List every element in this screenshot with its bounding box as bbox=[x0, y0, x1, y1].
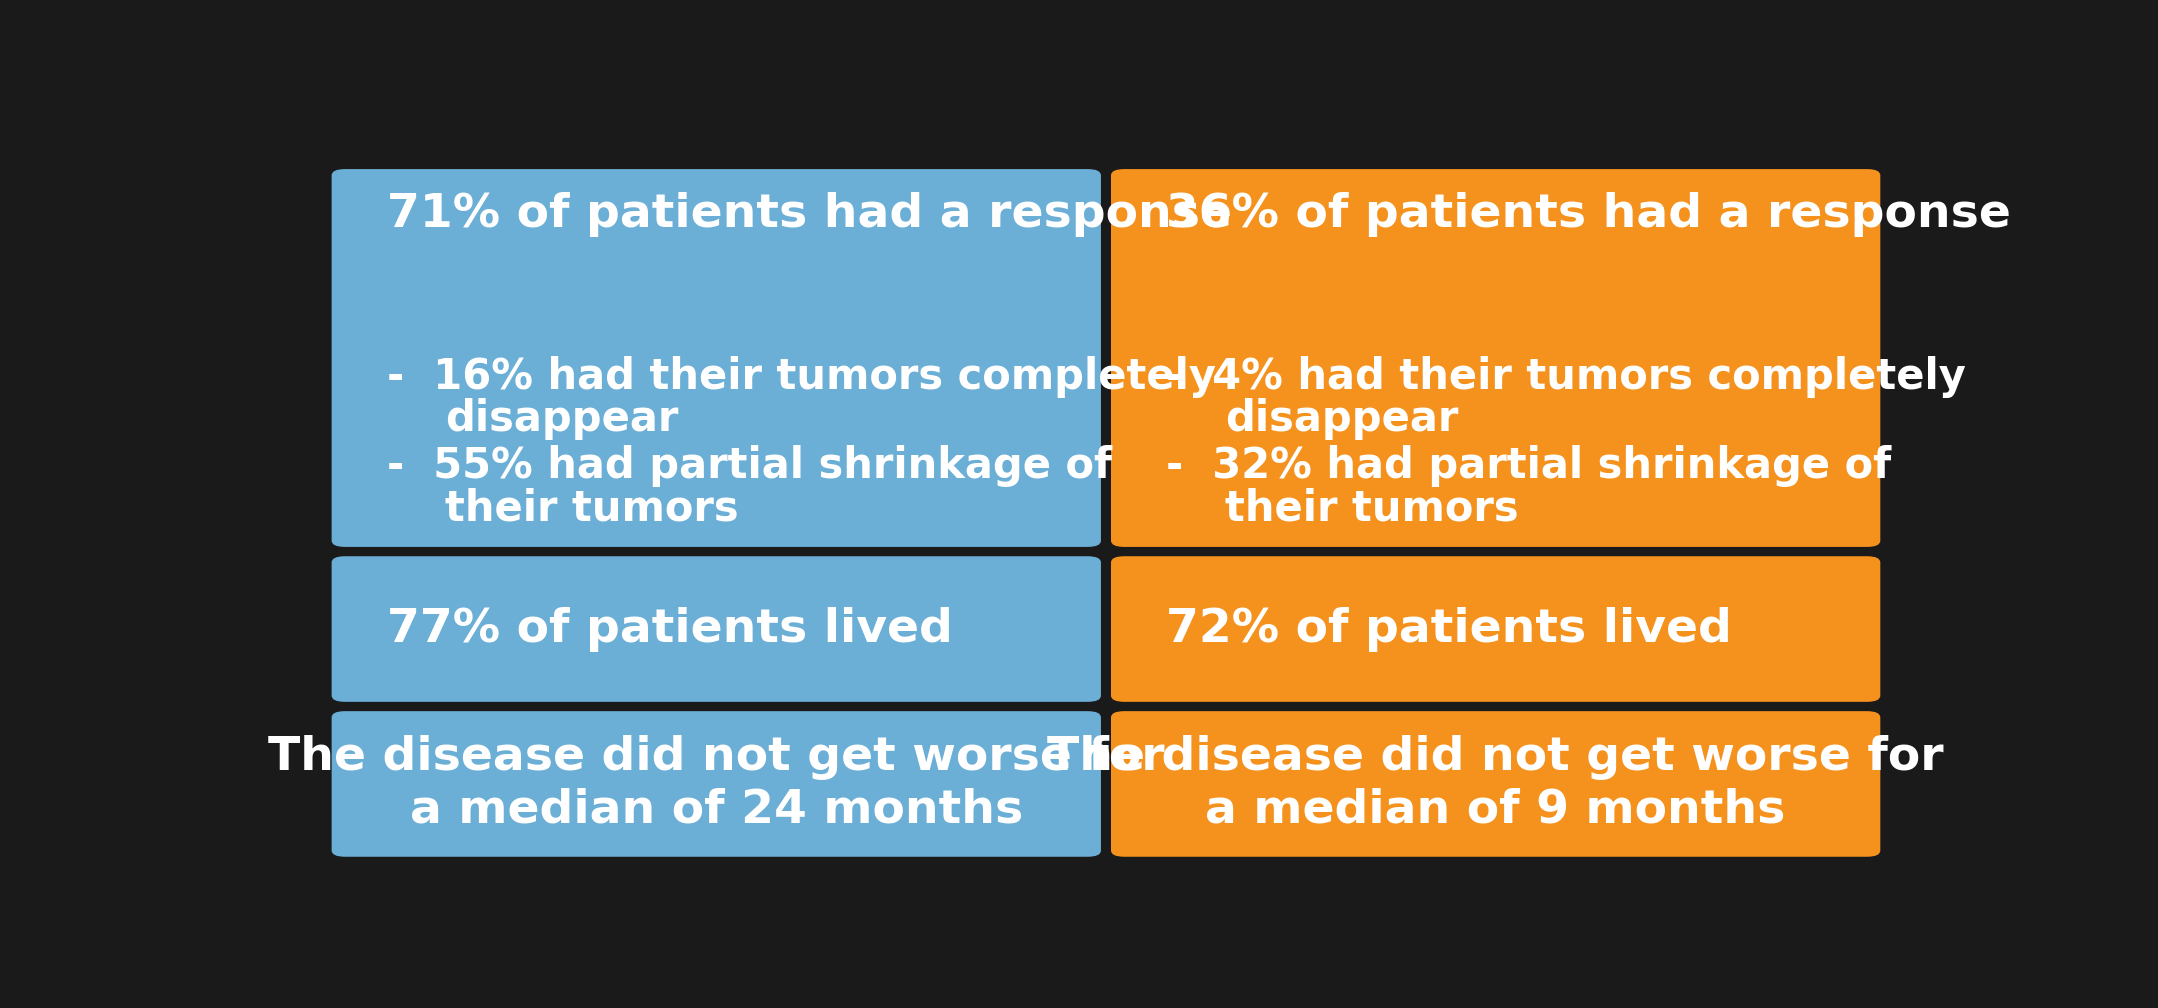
Text: -  4% had their tumors completely: - 4% had their tumors completely bbox=[1165, 356, 1966, 398]
FancyBboxPatch shape bbox=[1111, 712, 1880, 857]
FancyBboxPatch shape bbox=[332, 712, 1101, 857]
Text: -  32% had partial shrinkage of: - 32% had partial shrinkage of bbox=[1165, 446, 1890, 487]
FancyBboxPatch shape bbox=[332, 169, 1101, 547]
FancyBboxPatch shape bbox=[1111, 556, 1880, 702]
Text: The disease did not get worse for
a median of 24 months: The disease did not get worse for a medi… bbox=[268, 736, 1165, 833]
Text: 72% of patients lived: 72% of patients lived bbox=[1165, 607, 1733, 651]
Text: -  16% had their tumors completely: - 16% had their tumors completely bbox=[386, 356, 1215, 398]
Text: disappear: disappear bbox=[445, 398, 680, 440]
Text: -  55% had partial shrinkage of: - 55% had partial shrinkage of bbox=[386, 446, 1111, 487]
Text: their tumors: their tumors bbox=[1226, 487, 1519, 529]
FancyBboxPatch shape bbox=[332, 556, 1101, 702]
Text: The disease did not get worse for
a median of 9 months: The disease did not get worse for a medi… bbox=[1047, 736, 1944, 833]
Text: 77% of patients lived: 77% of patients lived bbox=[386, 607, 952, 651]
Text: their tumors: their tumors bbox=[445, 487, 738, 529]
Text: 36% of patients had a response: 36% of patients had a response bbox=[1165, 193, 2011, 237]
Text: disappear: disappear bbox=[1226, 398, 1459, 440]
Text: 71% of patients had a response: 71% of patients had a response bbox=[386, 193, 1232, 237]
FancyBboxPatch shape bbox=[1111, 169, 1880, 547]
